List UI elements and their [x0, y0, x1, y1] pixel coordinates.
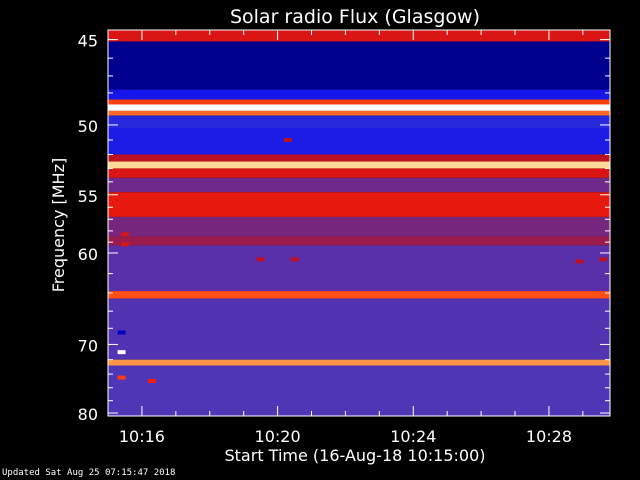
signal-spot-10	[575, 259, 584, 264]
y-tick-label-55: 55	[78, 187, 98, 206]
frequency-band-15	[108, 236, 610, 246]
y-tick-label-45: 45	[78, 32, 98, 51]
frequency-band-5	[108, 104, 610, 111]
y-tick-label-60: 60	[78, 245, 98, 264]
frequency-band-10	[108, 161, 610, 169]
signal-spot-8	[290, 257, 299, 262]
x-tick-label-1: 10:16	[119, 427, 165, 446]
y-tick-label-50: 50	[78, 117, 98, 136]
frequency-band-1	[108, 30, 610, 42]
frequency-band-8	[108, 128, 610, 155]
x-axis: 10:16 10:20 10:24 10:28	[107, 30, 584, 446]
frequency-band-3	[108, 89, 610, 100]
y-tick-label-70: 70	[78, 336, 98, 355]
plot-frame	[107, 29, 611, 417]
signal-spot-11	[599, 257, 608, 262]
signal-spot-6	[148, 379, 157, 384]
x-tick-label-3: 10:24	[390, 427, 436, 446]
y-axis: 45 50 55 60 70 80	[78, 32, 610, 424]
signal-spot-2	[120, 242, 129, 247]
signal-spot-3	[117, 330, 126, 335]
frequency-band-13	[108, 192, 610, 217]
frequency-band-17	[108, 291, 610, 299]
signal-spot-4	[117, 350, 126, 355]
frequency-band-11	[108, 168, 610, 178]
frequency-band-20	[108, 365, 610, 416]
x-tick-label-4: 10:28	[526, 427, 572, 446]
frequency-band-18	[108, 298, 610, 360]
plot-border	[107, 29, 611, 417]
frequency-band-19	[108, 359, 610, 366]
frequency-band-4	[108, 99, 610, 105]
chart-title: Solar radio Flux (Glasgow)	[230, 6, 480, 28]
signal-spot-1	[120, 232, 129, 237]
heatmap-area	[108, 30, 610, 416]
x-axis-label: Start Time (16-Aug-18 10:15:00)	[225, 446, 486, 465]
frequency-band-6	[108, 110, 610, 116]
updated-timestamp: Updated Sat Aug 25 07:15:47 2018	[2, 468, 176, 478]
frequency-band-16	[108, 245, 610, 292]
signal-spot-9	[283, 138, 292, 143]
signal-spot-5	[117, 375, 126, 380]
y-tick-label-80: 80	[78, 405, 98, 424]
signal-spot-7	[256, 257, 265, 262]
y-axis-label: Frequency [MHz]	[49, 158, 68, 292]
frequency-band-7	[108, 115, 610, 129]
frequency-band-14	[108, 216, 610, 237]
frequency-band-2	[108, 41, 610, 90]
frequency-band-12	[108, 177, 610, 193]
x-tick-label-2: 10:20	[255, 427, 301, 446]
frequency-band-9	[108, 154, 610, 162]
